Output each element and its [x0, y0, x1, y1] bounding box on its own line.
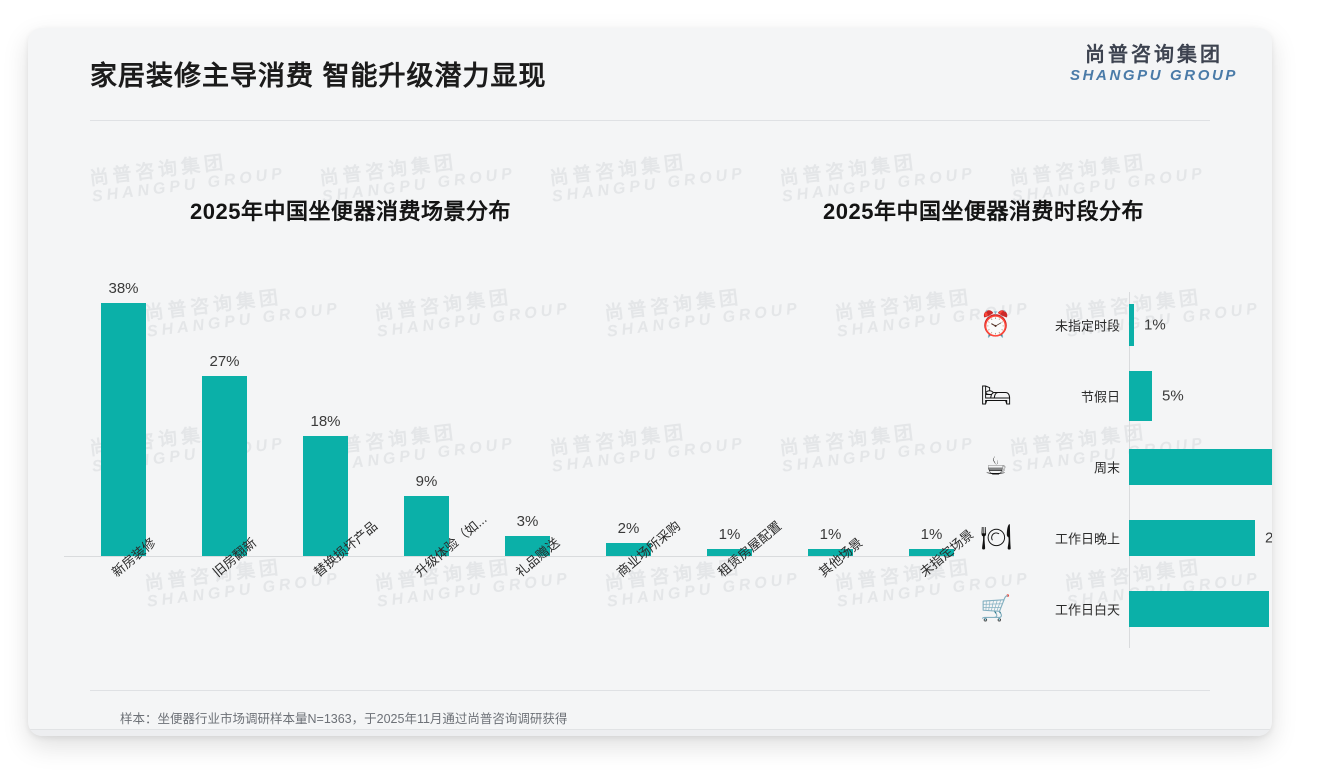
brand-logo: 尚普咨询集团 SHANGPU GROUP [1070, 44, 1238, 85]
footer-bar: ©2026.1 SHANGPU GROUP www.shangpu-china.… [28, 729, 1272, 736]
column-value-label: 9% [415, 473, 438, 490]
bar-chart-row: ☕周末35% [958, 434, 1272, 500]
column-value-label: 1% [920, 526, 943, 543]
column-value-label: 18% [310, 413, 341, 430]
column-bar[interactable] [505, 536, 550, 556]
header: 家居装修主导消费 智能升级潜力显现 尚普咨询集团 SHANGPU GROUP [28, 28, 1272, 121]
column-value-label: 1% [819, 526, 842, 543]
logo-english-text: SHANGPU GROUP [1070, 67, 1238, 84]
bar-category-label: 工作日白天 [1054, 602, 1120, 618]
page-title: 家居装修主导消费 智能升级潜力显现 [90, 61, 547, 91]
horizontal-bar[interactable] [1129, 520, 1255, 556]
right-chart-title: 2025年中国坐便器消费时段分布 [823, 199, 1144, 224]
bed-icon: 🛏 [980, 381, 1012, 410]
dinner-plate-icon: 🍽 [980, 523, 1012, 552]
bar-category-label: 工作日晚上 [1054, 531, 1120, 547]
column-chart-baseline [64, 556, 954, 557]
column-bar[interactable] [101, 303, 146, 556]
column-bar[interactable] [808, 549, 853, 556]
column-value-label: 1% [718, 526, 741, 543]
bar-value-label: 28% [1265, 529, 1272, 547]
bar-chart-row: 🛒工作日白天31% [958, 576, 1269, 642]
column-bar[interactable] [202, 376, 247, 556]
bar-chart-row: ⏰ 未指定时段 1% [958, 292, 1258, 358]
infographic-card: 尚普咨询集团 SHANGPU GROUP 尚普咨询集团 SHANGPU GROUP 尚普… [28, 28, 1272, 736]
bar-chart-row: 🍽 工作日晚上 28% [958, 505, 1272, 571]
column-bar[interactable] [404, 496, 449, 556]
bar-value-label: 1% [1144, 316, 1166, 334]
column-value-label: 38% [108, 280, 139, 297]
horizontal-bar[interactable] [1129, 449, 1272, 485]
horizontal-bar[interactable] [1129, 591, 1269, 627]
bar-category-label: 周末 [1093, 460, 1120, 476]
column-value-label: 27% [209, 353, 240, 370]
coffee-cup-icon: ☕ [984, 452, 1008, 481]
bar-category-label: 节假日 [1080, 389, 1120, 405]
column-value-label: 3% [516, 513, 539, 530]
column-value-label: 2% [617, 520, 640, 537]
logo-chinese-text: 尚普咨询集团 [1085, 44, 1223, 66]
column-bar[interactable] [303, 436, 348, 556]
footnote-divider [90, 690, 1210, 691]
sample-footnote: 样本：坐便器行业市场调研样本量N=1363，于2025年11月通过尚普咨询调研获… [120, 712, 568, 726]
column-bar[interactable] [707, 549, 752, 556]
scene-distribution-column-chart: 38% 新房装修 27% 旧房翻新 18% 替换损坏产品 9% 升级体验（如... 3% 礼品赠送… [46, 260, 976, 660]
horizontal-bar[interactable] [1129, 304, 1134, 346]
shopping-cart-icon: 🛒 [980, 594, 1012, 623]
left-chart-title: 2025年中国坐便器消费场景分布 [190, 199, 511, 224]
alarm-clock-icon: ⏰ [980, 310, 1012, 339]
bar-category-label: 未指定时段 [1054, 318, 1120, 334]
bar-value-label: 5% [1162, 387, 1184, 405]
header-divider [90, 120, 1210, 121]
bar-chart-row: 🛏 节假日 5% [958, 363, 1258, 429]
column-bar[interactable] [606, 543, 651, 556]
column-bar[interactable] [909, 549, 954, 556]
horizontal-bar[interactable] [1129, 371, 1152, 421]
